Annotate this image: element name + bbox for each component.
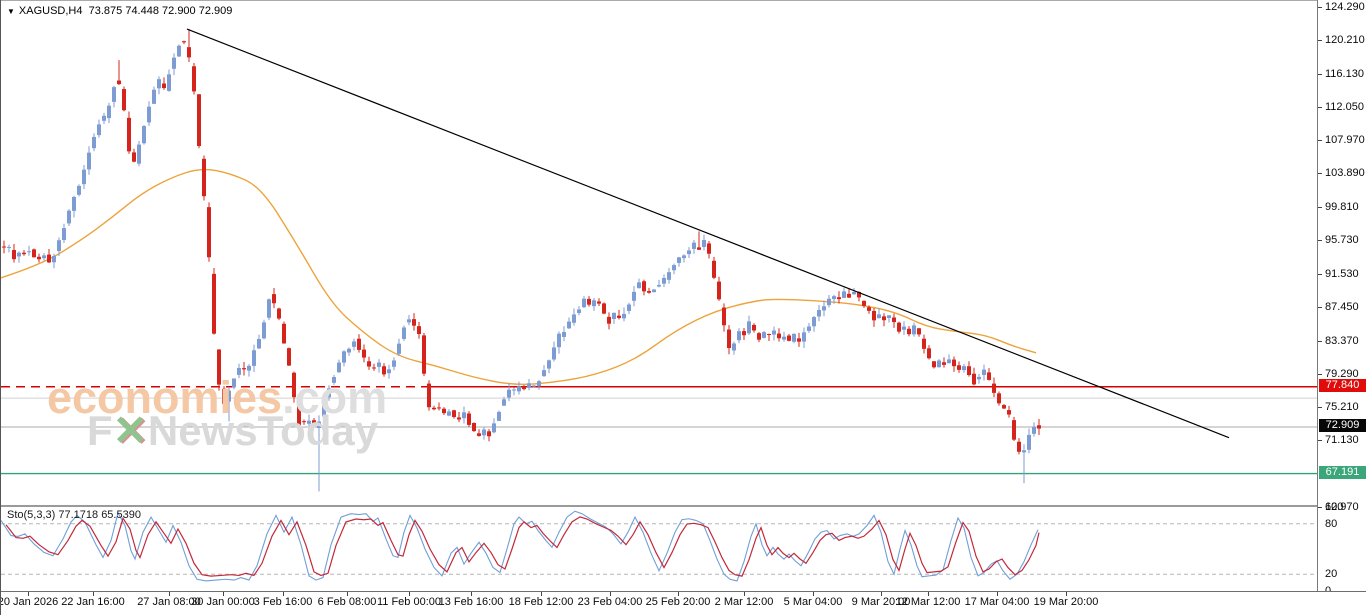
candlestick-chart[interactable] [1,1,1317,506]
price-axis-label: 120.210 [1325,34,1365,47]
price-axis-tick [1318,340,1322,342]
price-axis-label: 112.050 [1325,100,1364,113]
time-axis-tick [409,592,410,596]
stochastic-axis-label: 20 [1325,568,1338,581]
time-axis-tick [28,592,29,596]
price-axis-label: 62.970 [1325,501,1359,513]
symbol-dropdown-icon[interactable]: ▼ [7,7,15,16]
price-axis-label: 103.890 [1325,167,1365,180]
price-axis-tick [1318,206,1322,208]
time-axis-label: 11 Feb 00:00 [376,596,442,608]
quote-line: ▼ XAGUSD,H4 73.875 74.448 72.900 72.909 [7,5,232,17]
symbol-label: XAGUSD,H4 [18,5,83,17]
time-axis-tick [223,592,224,596]
time-axis-tick [744,592,745,596]
price-axis-label: 71.130 [1325,434,1359,447]
time-axis-label: 17 Mar 04:00 [964,596,1030,608]
time-axis-tick [813,592,814,596]
time-axis-label: 12 Mar 12:00 [895,596,961,608]
time-axis-tick [997,592,998,596]
price-axis-label: 87.450 [1325,301,1359,314]
time-axis-label: 5 Mar 04:00 [783,596,843,608]
stochastic-axis-label: 80 [1325,517,1338,530]
time-axis[interactable]: 20 Jan 2026 22 Jan 16:00 27 Jan 08:00 30 Ja… [1,591,1366,615]
price-axis-label: 75.210 [1325,401,1359,414]
time-axis-tick [169,592,170,596]
time-axis-label: 23 Feb 04:00 [577,596,643,608]
price-level-badge: 67.191 [1319,466,1366,480]
price-axis-label: 79.290 [1325,367,1359,380]
price-axis-label: 107.970 [1325,134,1365,147]
price-axis-tick [1318,140,1322,142]
price-level-badge: 77.840 [1319,379,1366,393]
price-axis-tick [1318,407,1322,409]
price-level-badge: 72.909 [1319,419,1366,433]
price-axis-tick [1318,40,1322,42]
time-axis-tick [678,592,679,596]
time-axis-label: 22 Jan 16:00 [61,596,125,608]
stochastic-axis-label: 100 [1325,501,1344,513]
time-axis-label: 27 Jan 08:00 [137,596,201,608]
time-axis-tick [1066,592,1067,596]
time-axis-tick [347,592,348,596]
time-axis-tick [471,592,472,596]
price-axis-tick [1318,307,1322,309]
stochastic-panel[interactable]: Sto(5,3,3) 77.1718 65.5390 [1,507,1317,591]
price-axis-tick [1318,274,1322,276]
time-axis-label: 30 Jan 00:00 [191,596,255,608]
time-axis-label: 3 Feb 16:00 [253,596,313,608]
ohlc-values: 73.875 74.448 72.900 72.909 [88,5,233,17]
stochastic-chart [1,510,1317,582]
price-axis-tick [1318,507,1322,508]
time-axis-label: 13 Feb 16:00 [438,596,504,608]
price-axis-label: 83.370 [1325,334,1359,347]
panel-separator[interactable] [1,505,1317,507]
price-chart-panel[interactable]: ▼ XAGUSD,H4 73.875 74.448 72.900 72.909 e… [1,0,1317,506]
time-axis-tick [283,592,284,596]
price-axis-label: 99.810 [1325,200,1359,213]
price-axis-label: 124.290 [1325,1,1365,13]
time-axis-tick [928,592,929,596]
price-axis-tick [1318,173,1322,175]
price-axis-label: 116.130 [1325,67,1364,80]
time-axis-label: 18 Feb 12:00 [508,596,574,608]
stochastic-label: Sto(5,3,3) 77.1718 65.5390 [7,509,141,521]
time-axis-tick [881,592,882,596]
time-axis-label: 2 Mar 12:00 [714,596,774,608]
time-axis-label: 20 Jan 2026 [0,596,59,608]
price-axis-tick [1318,239,1322,241]
price-axis-tick [1318,373,1322,375]
price-axis[interactable]: 124.290 120.210 116.130 112.050 107.970 103.8… [1317,0,1366,597]
time-axis-label: 25 Feb 20:00 [645,596,711,608]
time-axis-label: 6 Feb 08:00 [317,596,377,608]
time-axis-tick [541,592,542,596]
price-axis-label: 95.730 [1325,233,1359,246]
time-axis-label: 9 Mar 20:00 [851,596,911,608]
price-axis-tick [1318,440,1322,442]
price-axis-label: 91.530 [1325,268,1359,281]
time-axis-tick [93,592,94,596]
price-axis-tick [1318,106,1322,108]
price-axis-tick [1318,7,1322,8]
price-axis-tick [1318,73,1322,75]
time-axis-tick [610,592,611,596]
time-axis-label: 19 Mar 20:00 [1033,596,1099,608]
